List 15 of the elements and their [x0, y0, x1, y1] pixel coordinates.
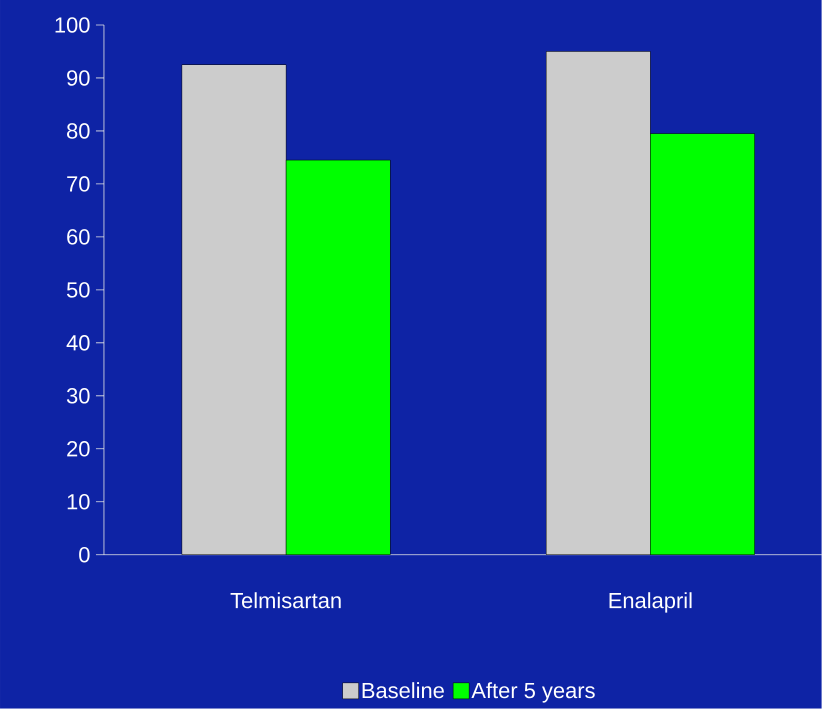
- y-tick-label: 90: [67, 70, 90, 86]
- y-tick-label: 20: [67, 441, 90, 457]
- y-tick-label: 60: [67, 229, 90, 245]
- legend-label: Baseline: [362, 682, 444, 698]
- y-tick-label: 0: [79, 547, 90, 563]
- y-tick-label: 100: [56, 17, 90, 33]
- y-tick-label: 80: [67, 123, 90, 139]
- x-tick-label: Enalapril: [610, 592, 692, 613]
- y-tick-label: 50: [66, 282, 90, 298]
- legend-label: After 5 years: [471, 682, 595, 703]
- y-tick-label: 70: [67, 176, 90, 192]
- y-tick-label: 10: [68, 494, 90, 510]
- x-tick-label: Telmisartan: [230, 592, 341, 608]
- y-tick-label: 40: [66, 335, 90, 351]
- y-tick-label: 30: [66, 388, 90, 404]
